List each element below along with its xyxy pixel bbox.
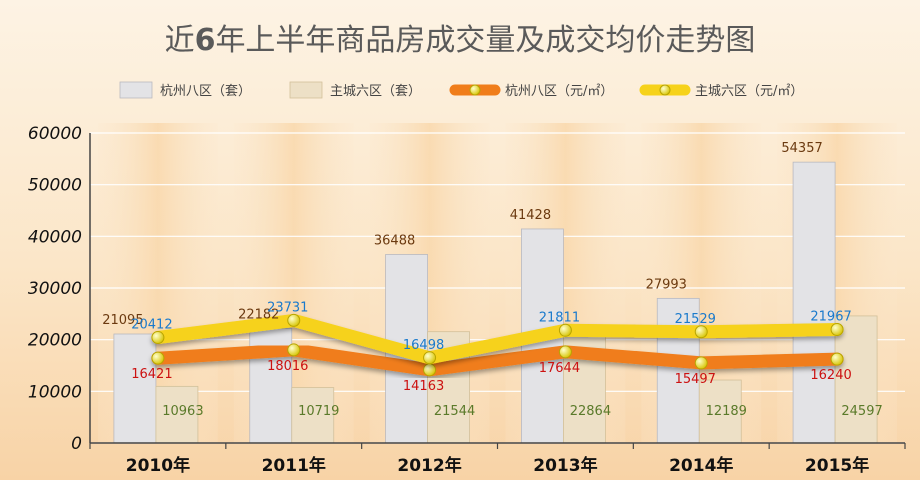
line-point bbox=[558, 323, 572, 337]
bar bbox=[834, 315, 878, 444]
x-tick-label: 2011年 bbox=[262, 455, 326, 476]
y-tick-label: 30000 bbox=[28, 279, 82, 299]
line-point bbox=[830, 323, 844, 337]
series-line bbox=[151, 343, 844, 377]
legend-label: 主城六区（套） bbox=[330, 83, 421, 99]
legend-marker bbox=[659, 84, 671, 96]
legend-swatch bbox=[119, 81, 153, 99]
line-value-label: 16240 bbox=[810, 368, 851, 383]
bar bbox=[792, 161, 836, 444]
bar bbox=[155, 385, 199, 444]
bar-value-label: 27993 bbox=[646, 277, 687, 292]
line-point bbox=[287, 343, 301, 357]
bar-value-label: 36488 bbox=[374, 233, 415, 248]
y-tick-label: 0 bbox=[71, 434, 82, 454]
line-value-label: 21529 bbox=[675, 312, 716, 327]
line-point bbox=[558, 345, 572, 359]
line-value-label: 16421 bbox=[131, 367, 172, 382]
chart-title: 近6年上半年商品房成交量及成交均价走势图 bbox=[165, 23, 756, 58]
y-tick-label: 20000 bbox=[28, 331, 82, 351]
line-value-label: 16498 bbox=[403, 338, 444, 353]
x-tick-label: 2010年 bbox=[126, 455, 190, 476]
line-value-label: 21967 bbox=[810, 310, 851, 325]
bar-value-label: 12189 bbox=[706, 404, 747, 419]
line-value-label: 20412 bbox=[131, 318, 172, 333]
bar bbox=[113, 333, 157, 444]
y-tick-label: 40000 bbox=[28, 227, 82, 247]
line-point bbox=[151, 351, 165, 365]
x-tick-label: 2013年 bbox=[533, 455, 597, 476]
line-point bbox=[694, 325, 708, 339]
bar-value-label: 22182 bbox=[238, 307, 279, 322]
legend-label: 主城六区（元/㎡） bbox=[695, 84, 803, 99]
bar-value-label: 22864 bbox=[570, 404, 611, 419]
series-lines bbox=[151, 313, 844, 377]
bar bbox=[656, 297, 700, 444]
y-tick-label: 60000 bbox=[28, 124, 82, 144]
y-tick-label: 10000 bbox=[28, 382, 82, 402]
line-value-label: 23731 bbox=[267, 300, 308, 315]
x-tick-label: 2012年 bbox=[397, 455, 461, 476]
line-point bbox=[694, 356, 708, 370]
bars bbox=[113, 161, 878, 444]
line-value-label: 17644 bbox=[539, 361, 580, 376]
data-labels: 21095 22182 36488 41428 27993 54357 10963 10719… bbox=[102, 141, 883, 419]
legend-marker bbox=[469, 84, 481, 96]
line-value-label: 21811 bbox=[539, 310, 580, 325]
line-value-label: 15497 bbox=[675, 372, 716, 387]
legend-label: 杭州八区（元/㎡） bbox=[505, 84, 613, 99]
category-bands bbox=[98, 123, 897, 443]
bar-value-label: 10963 bbox=[162, 404, 203, 419]
line-value-label: 18016 bbox=[267, 359, 308, 374]
bar bbox=[563, 324, 606, 444]
bar-value-label: 21544 bbox=[434, 404, 475, 419]
x-tick-label: 2014年 bbox=[669, 455, 733, 476]
bar bbox=[291, 387, 335, 444]
bar-value-label: 10719 bbox=[298, 404, 339, 419]
bar bbox=[698, 379, 742, 444]
line-point bbox=[830, 352, 844, 366]
legend-label: 杭州八区（套） bbox=[160, 83, 251, 99]
legend-swatch bbox=[289, 81, 323, 99]
y-tick-label: 50000 bbox=[28, 176, 82, 196]
series-line bbox=[151, 313, 844, 365]
axes: 0 10000 20000 30000 40000 50000 60000 2010年 2011… bbox=[28, 124, 906, 476]
bar-value-label: 54357 bbox=[781, 141, 822, 156]
line-point bbox=[423, 351, 437, 365]
line-point bbox=[151, 331, 165, 345]
bar-value-label: 24597 bbox=[841, 404, 882, 419]
bar-value-label: 21095 bbox=[102, 313, 143, 328]
line-point bbox=[423, 363, 437, 377]
bar-value-label: 41428 bbox=[510, 208, 551, 223]
line-point bbox=[287, 313, 301, 327]
line-value-label: 14163 bbox=[403, 379, 444, 394]
legend: 杭州八区（套） 主城六区（套） 杭州八区（元/㎡） 主城六区（元/㎡） bbox=[119, 81, 803, 99]
x-tick-label: 2015年 bbox=[805, 455, 869, 476]
